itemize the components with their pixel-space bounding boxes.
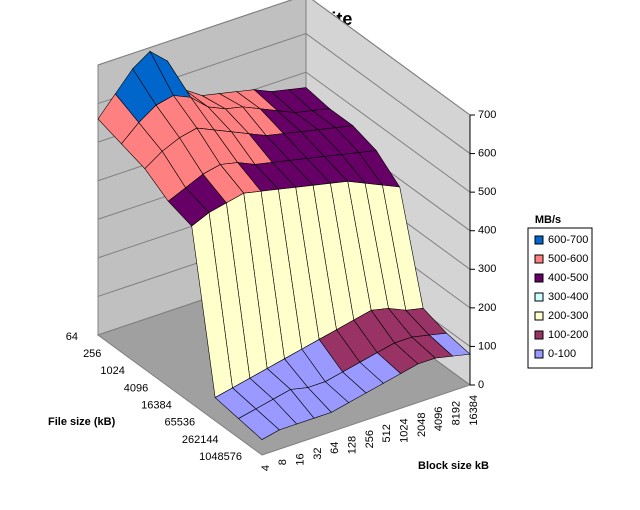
z-tick-label: 400 — [478, 225, 496, 237]
legend-swatch — [534, 349, 544, 359]
x-tick-label: 8 — [277, 459, 289, 465]
depth-tick-label: 64 — [66, 331, 78, 343]
grid-line — [97, 0, 471, 116]
legend-swatch — [534, 254, 544, 264]
legend-label: 400-500 — [548, 272, 588, 284]
depth-tick-label: 16384 — [141, 399, 172, 411]
legend-swatch — [534, 235, 544, 245]
x-axis-label: Block size kB — [418, 460, 489, 472]
z-tick-label: 700 — [478, 109, 496, 121]
legend-title: MB/s — [535, 214, 561, 226]
x-tick-label: 4096 — [433, 407, 445, 431]
x-tick-label: 512 — [381, 424, 393, 442]
x-tick-label: 2048 — [416, 413, 428, 437]
depth-tick-label: 65536 — [165, 417, 196, 429]
legend-label: 0-100 — [548, 348, 576, 360]
surface-cell — [238, 408, 280, 440]
legend-label: 100-200 — [548, 329, 588, 341]
x-tick-label: 128 — [347, 436, 359, 454]
legend-label: 600-700 — [548, 234, 588, 246]
x-tick-label: 256 — [364, 430, 376, 448]
legend-label: 300-400 — [548, 291, 588, 303]
x-tick-label: 16 — [295, 453, 307, 465]
legend-label: 200-300 — [548, 310, 588, 322]
legend-swatch — [534, 330, 544, 340]
depth-tick-label: 1024 — [100, 365, 124, 377]
z-tick-label: 300 — [478, 263, 496, 275]
x-tick-label: 8192 — [451, 401, 463, 425]
x-tick-label: 32 — [312, 448, 324, 460]
x-tick-label: 16384 — [468, 395, 480, 426]
legend-swatch — [534, 311, 544, 321]
depth-tick-label: 1048576 — [199, 451, 242, 463]
legend-label: 500-600 — [548, 253, 588, 265]
depth-tick-label: 256 — [83, 348, 101, 360]
z-tick-label: 500 — [478, 186, 496, 198]
depth-tick-label: 262144 — [182, 434, 219, 446]
depth-tick-label: 4096 — [124, 382, 148, 394]
x-tick-label: 4 — [260, 465, 272, 471]
z-tick-label: 600 — [478, 147, 496, 159]
legend-swatch — [534, 292, 544, 302]
z-tick-label: 0 — [478, 379, 484, 391]
z-tick-label: 100 — [478, 340, 496, 352]
x-tick-label: 64 — [329, 442, 341, 454]
legend-swatch — [534, 273, 544, 283]
x-tick-label: 1024 — [399, 418, 411, 442]
depth-axis-label: File size (kB) — [48, 416, 116, 428]
z-tick-label: 200 — [478, 302, 496, 314]
